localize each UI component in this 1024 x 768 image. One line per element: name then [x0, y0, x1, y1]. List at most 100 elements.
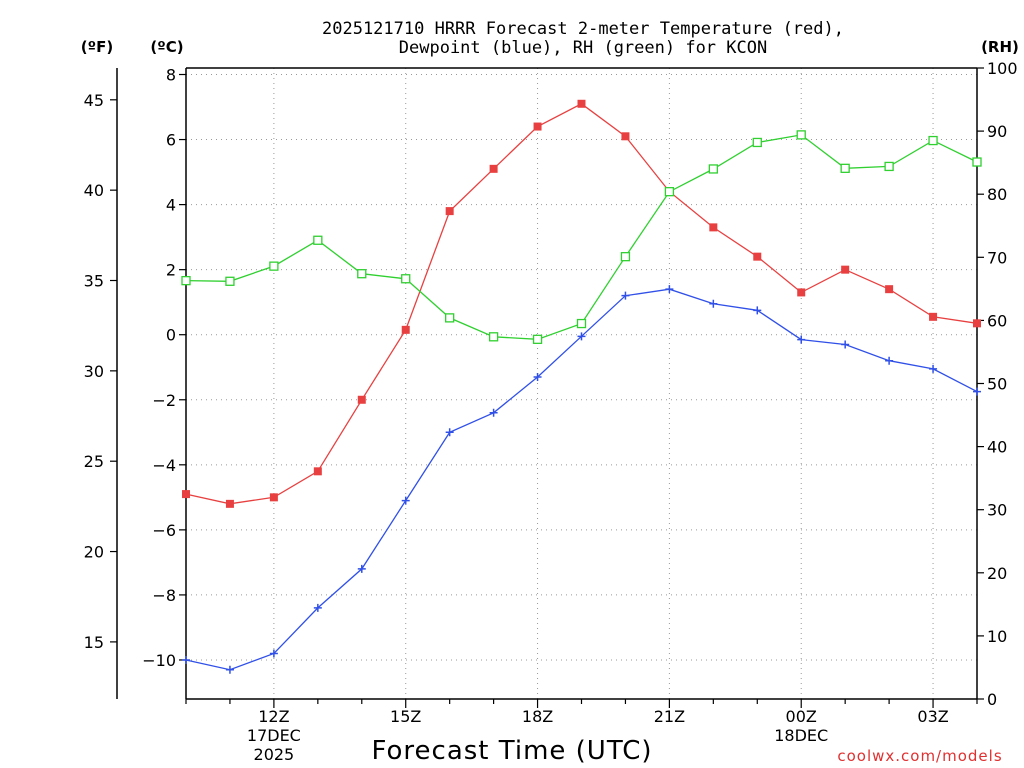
rh-point: [269, 261, 279, 271]
rh-point: [181, 275, 191, 286]
celsius-tick-label: −2: [152, 391, 176, 410]
time-tick-label: 00Z: [786, 707, 817, 726]
temperature-point: [401, 325, 410, 334]
celsius-tick-label: 6: [166, 131, 176, 150]
grid-layer: [186, 68, 977, 699]
temperature-point: [445, 207, 454, 216]
rh-point: [840, 163, 850, 173]
rh-point: [796, 130, 806, 140]
dewpoint-point: [269, 649, 278, 658]
dewpoint-point: [797, 335, 806, 344]
temperature-line: [185, 103, 978, 505]
fahrenheit-tick-label: 30: [84, 362, 104, 381]
rh-line: [185, 134, 978, 340]
dewpoint-point: [753, 306, 762, 315]
rh-point: [620, 252, 631, 262]
fahrenheit-tick-label: 25: [84, 452, 104, 471]
year-tick-label: 2025: [254, 745, 295, 764]
rh-tick-label: 0: [987, 690, 997, 709]
rh-point: [752, 137, 762, 148]
celsius-tick-label: −6: [152, 521, 176, 540]
rh-point: [972, 157, 982, 167]
temperature-point: [885, 285, 894, 294]
dewpoint-point: [489, 408, 498, 417]
date-tick-label: 17DEC: [247, 726, 301, 745]
rh-point: [532, 334, 543, 344]
temperature-point: [533, 122, 542, 131]
dewpoint-point: [709, 299, 718, 308]
dewpoint-point: [665, 285, 674, 294]
rh-point: [225, 276, 235, 286]
temperature-point: [797, 288, 806, 297]
time-tick-label: 15Z: [390, 707, 421, 726]
credit-text: coolwx.com/models: [837, 747, 1002, 765]
temperature-point: [709, 223, 718, 232]
dewpoint-point: [313, 603, 322, 612]
dewpoint-point: [533, 372, 542, 381]
time-tick-label: 03Z: [917, 707, 948, 726]
rh-tick-label: 50: [987, 375, 1007, 394]
series-layer: [181, 99, 982, 674]
rh-point: [884, 161, 894, 172]
rh-point: [664, 187, 675, 197]
temperature-point: [753, 252, 762, 261]
tick-layer: 86420−2−4−6−8−10454035302520151009080706…: [84, 59, 1018, 764]
dewpoint-point: [841, 340, 850, 349]
rh-tick-label: 60: [987, 311, 1007, 330]
dewpoint-point: [445, 428, 454, 437]
rh-point: [445, 313, 455, 323]
temperature-point: [182, 490, 190, 499]
rh-point: [576, 318, 587, 329]
dewpoint-point: [182, 655, 190, 664]
rh-tick-label: 100: [987, 59, 1018, 78]
celsius-tick-label: −8: [152, 586, 176, 605]
fahrenheit-tick-label: 35: [84, 272, 104, 291]
rh-tick-label: 80: [987, 185, 1007, 204]
rh-tick-label: 40: [987, 438, 1007, 457]
rh-tick-label: 70: [987, 248, 1007, 267]
dewpoint-point: [225, 665, 234, 674]
temperature-point: [929, 312, 938, 321]
dewpoint-point: [577, 332, 586, 341]
dewpoint-point: [401, 496, 410, 505]
celsius-tick-label: 4: [166, 196, 176, 215]
temperature-point: [489, 164, 498, 173]
temperature-point: [577, 99, 586, 108]
rh-tick-label: 10: [987, 627, 1007, 646]
dewpoint-point: [621, 291, 630, 300]
dewpoint-point: [973, 387, 981, 396]
fahrenheit-tick-label: 40: [84, 181, 104, 200]
time-tick-label: 18Z: [522, 707, 553, 726]
rh-tick-label: 30: [987, 501, 1007, 520]
rh-point: [313, 235, 323, 245]
chart-title-line-2: Dewpoint (blue), RH (green) for KCON: [399, 38, 767, 58]
rh-unit-label: (RH): [981, 38, 1019, 56]
temperature-point: [269, 493, 278, 502]
celsius-tick-label: 8: [166, 66, 176, 85]
celsius-tick-label: −10: [142, 651, 176, 670]
time-tick-label: 21Z: [654, 707, 685, 726]
chart-title-line-1: 2025121710 HRRR Forecast 2-meter Tempera…: [322, 19, 844, 39]
temperature-point: [841, 265, 850, 274]
temperature-point: [621, 132, 630, 141]
celsius-unit-label: (ºC): [150, 38, 183, 56]
fahrenheit-unit-label: (ºF): [81, 38, 113, 56]
x-axis-title: Forecast Time (UTC): [371, 736, 652, 766]
date-tick-label: 18DEC: [774, 726, 828, 745]
rh-tick-label: 90: [987, 122, 1007, 141]
temperature-point: [973, 319, 981, 328]
rh-point: [708, 164, 718, 174]
temperature-point: [313, 467, 322, 476]
time-tick-label: 12Z: [258, 707, 289, 726]
fahrenheit-tick-label: 20: [84, 543, 104, 562]
temperature-point: [357, 395, 366, 404]
fahrenheit-tick-label: 15: [84, 633, 104, 652]
dewpoint-point: [929, 364, 938, 373]
temperature-point: [225, 499, 234, 508]
fahrenheit-tick-label: 45: [84, 91, 104, 110]
celsius-tick-label: −4: [152, 456, 176, 475]
dewpoint-point: [357, 564, 366, 573]
rh-point: [488, 332, 499, 342]
dewpoint-point: [885, 356, 894, 365]
